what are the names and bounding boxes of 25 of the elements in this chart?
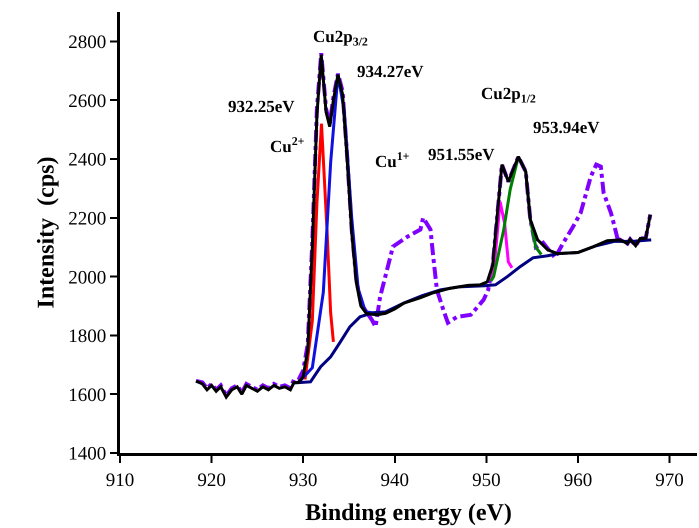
x-tick-label: 910	[106, 470, 134, 491]
y-axis-title: Intensity (cps)	[33, 156, 60, 309]
y-tick-label: 2000	[68, 267, 106, 288]
annotation: Cu$^{1+}$	[375, 149, 410, 172]
x-tick-label: 920	[197, 470, 226, 491]
y-tick-label: 2400	[68, 150, 106, 171]
x-tick-label: 970	[655, 470, 684, 491]
annotation: 953.94eV	[533, 118, 600, 137]
annotation: Cu2p$_{3/2}$	[313, 27, 368, 49]
x-tick-label: 960	[564, 470, 592, 491]
y-tick-label: 1400	[68, 444, 106, 465]
y-tick-label: 2800	[68, 32, 106, 54]
x-tick-label: 940	[380, 470, 410, 491]
x-tick-label: 930	[288, 470, 318, 491]
y-tick-label: 2600	[68, 90, 106, 112]
annotation: 934.27eV	[357, 62, 424, 81]
x-tick-label: 950	[472, 470, 501, 491]
annotation: Cu$^{2+}$	[270, 134, 305, 156]
annotation: Cu2p$_{1/2}$	[481, 84, 536, 106]
x-axis-title: Binding energy (eV)	[305, 500, 512, 526]
y-tick-label: 1600	[68, 384, 106, 406]
annotation: 932.25eV	[228, 97, 296, 116]
annotation: 951.55eV	[428, 145, 496, 164]
y-tick-label: 1800	[68, 326, 106, 348]
y-tick-label: 2200	[68, 208, 106, 230]
